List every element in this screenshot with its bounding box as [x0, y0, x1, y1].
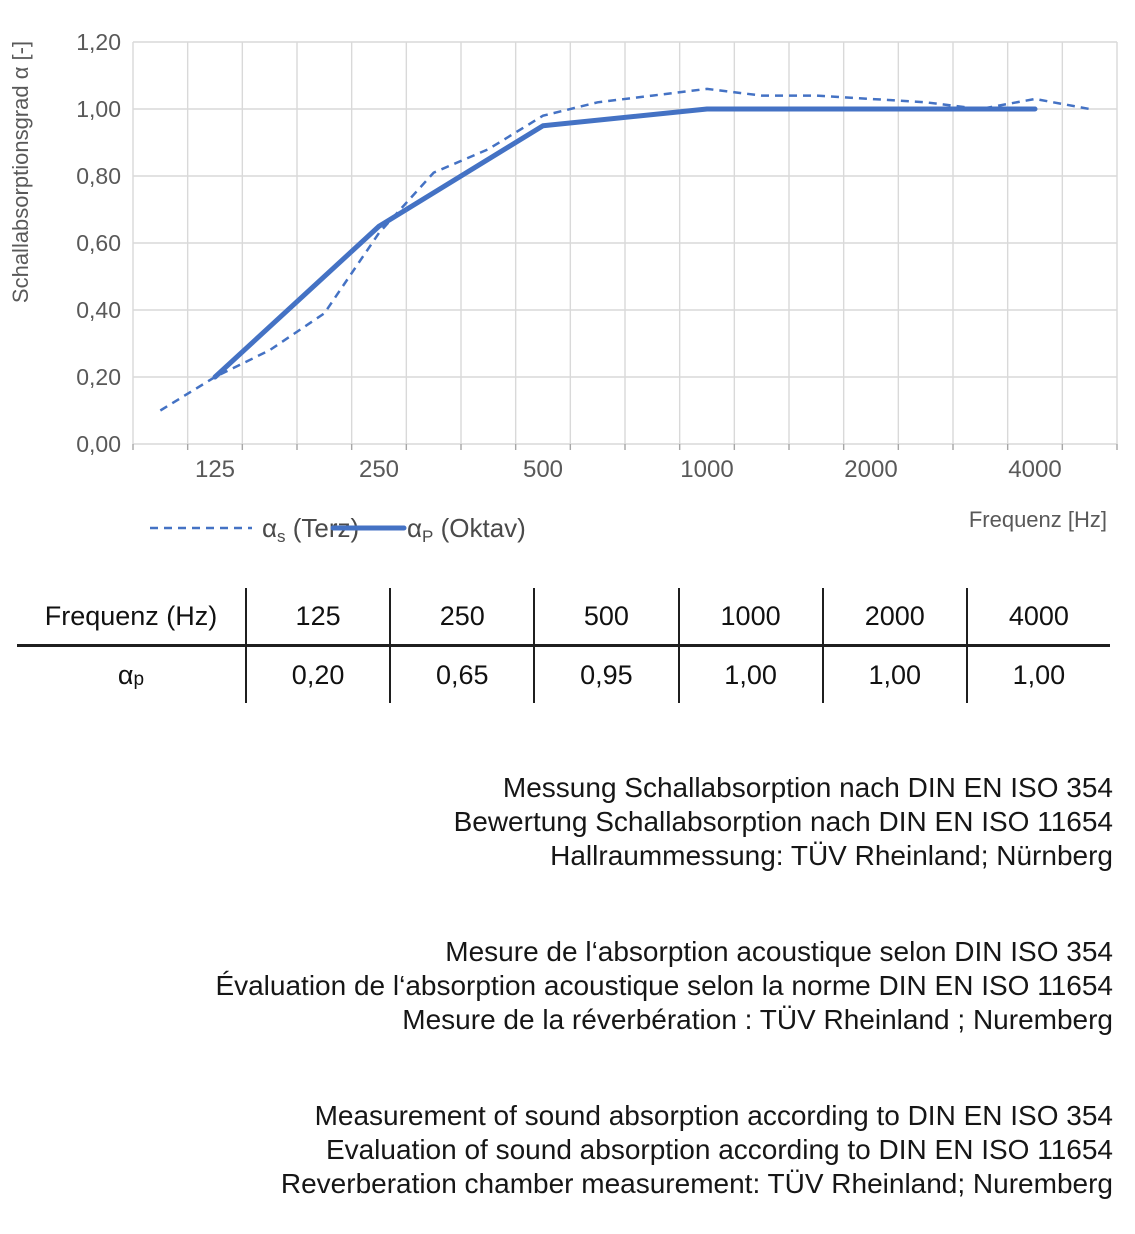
table-header-value: 4000: [965, 588, 1110, 644]
notes-english: Measurement of sound absorption accordin…: [20, 1099, 1113, 1201]
table-header-value: 2000: [821, 588, 966, 644]
y-tick-labels: 0,00 0,20 0,40 0,60 0,80 1,00 1,20: [76, 29, 121, 457]
x-tick-label: 125: [195, 456, 235, 483]
legend-label-oktav: αP (Oktav): [407, 513, 526, 546]
table-header-value: 1000: [677, 588, 822, 644]
y-tick-label: 0,40: [76, 297, 121, 323]
y-tick-label: 0,20: [76, 364, 121, 390]
x-axis-title: Frequenz [Hz]: [969, 507, 1107, 532]
legend: αs (Terz) αP (Oktav): [150, 513, 526, 546]
y-tick-label: 1,00: [76, 96, 121, 122]
y-axis-title: Schallabsorptionsgrad α [-]: [8, 41, 33, 303]
note-line: Messung Schallabsorption nach DIN EN ISO…: [502, 772, 1113, 803]
note-line: Mesure de l‘absorption acoustique selon …: [445, 936, 1113, 967]
absorption-table: Frequenz (Hz) 125 250 500 1000 2000 4000 α p 0,2…: [17, 588, 1110, 703]
y-tick-label: 1,20: [76, 29, 121, 55]
note-line: Bewertung Schallabsorption nach DIN EN I…: [453, 806, 1113, 837]
alpha-symbol: α: [117, 659, 134, 690]
note-line: Évaluation de l‘absorption acoustique se…: [215, 970, 1113, 1001]
x-tick-label: 500: [523, 456, 563, 483]
note-line: Reverberation chamber measurement: TÜV R…: [280, 1168, 1113, 1199]
y-tick-label: 0,80: [76, 163, 121, 189]
table-header-row: Frequenz (Hz) 125 250 500 1000 2000 4000: [17, 588, 1110, 647]
y-tick-label: 0,60: [76, 230, 121, 256]
axis-ticks: [132, 444, 1118, 450]
table-value-cell: 0,95: [533, 647, 677, 703]
table-value-cell: 0,20: [245, 647, 389, 703]
table-value-cell: 1,00: [965, 647, 1110, 703]
legend-item-terz: αs (Terz): [150, 513, 359, 546]
x-gridlines: [132, 42, 1118, 444]
series-lines: [159, 87, 1090, 412]
table-header-value: 125: [245, 588, 389, 644]
absorption-chart: 0,00 0,20 0,40 0,60 0,80 1,00 1,20 125 250 500 10…: [8, 29, 1118, 546]
table-value-cell: 1,00: [821, 647, 966, 703]
y-tick-label: 0,00: [76, 431, 121, 457]
note-line: Mesure de la réverbération : TÜV Rheinla…: [402, 1004, 1113, 1035]
note-line: Evaluation of sound absorption according…: [325, 1134, 1113, 1165]
table-value-cell: 0,65: [389, 647, 533, 703]
table-header-value: 500: [533, 588, 677, 644]
table-value-cell: 1,00: [677, 647, 822, 703]
note-line: Hallraummessung: TÜV Rheinland; Nürnberg: [550, 840, 1113, 871]
series-line-alpha-s-terz: [159, 87, 1090, 412]
table-header-frequency: Frequenz (Hz): [44, 600, 218, 631]
x-tick-label: 1000: [680, 456, 733, 483]
x-tick-labels: 125 250 500 1000 2000 4000: [195, 456, 1062, 483]
table-data-row: α p 0,20 0,65 0,95 1,00 1,00 1,00: [17, 647, 1110, 703]
notes-section: Messung Schallabsorption nach DIN EN ISO…: [20, 771, 1113, 1201]
series-line-alpha-p-oktav: [212, 106, 1038, 380]
x-tick-label: 250: [359, 456, 399, 483]
note-line: Measurement of sound absorption accordin…: [314, 1100, 1113, 1131]
notes-german: Messung Schallabsorption nach DIN EN ISO…: [20, 771, 1113, 873]
table-header-value: 250: [389, 588, 533, 644]
x-tick-label: 4000: [1008, 456, 1061, 483]
x-tick-label: 2000: [844, 456, 897, 483]
legend-item-oktav: αP (Oktav): [330, 513, 526, 546]
notes-french: Mesure de l‘absorption acoustique selon …: [20, 935, 1113, 1037]
